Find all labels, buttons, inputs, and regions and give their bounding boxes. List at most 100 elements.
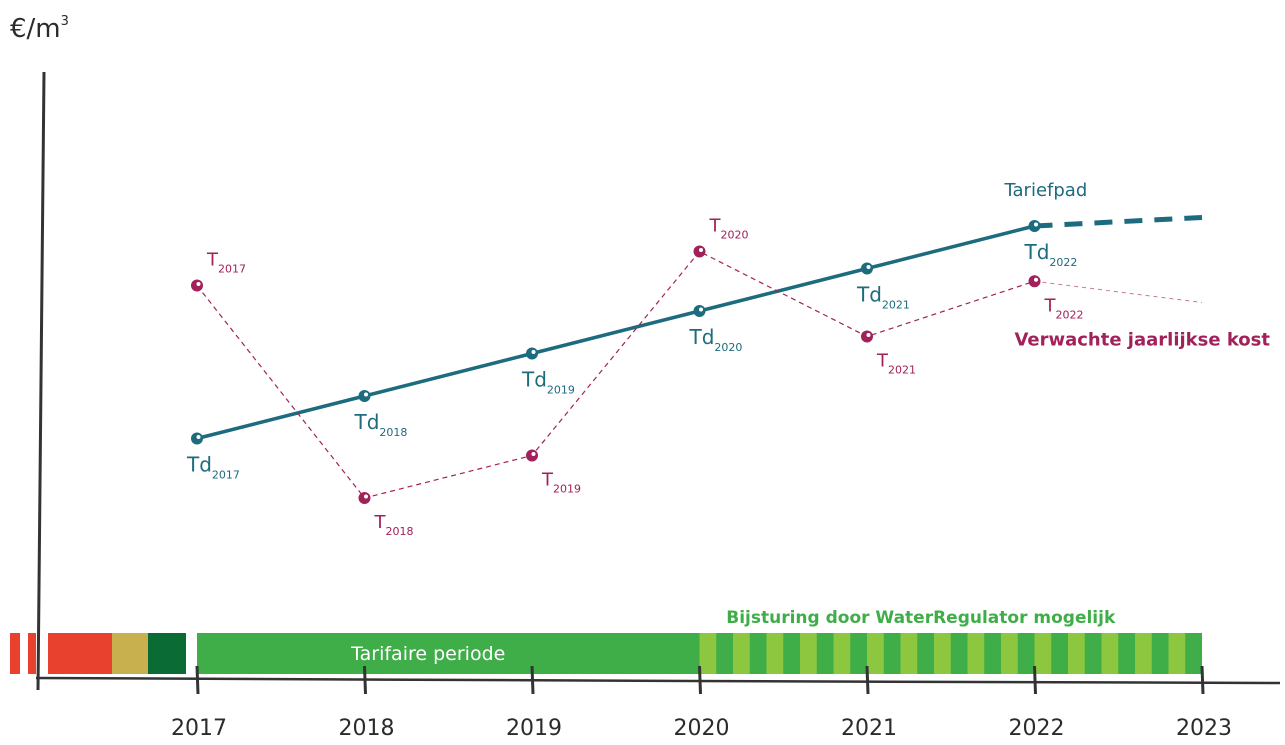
x-tick-label-2019: 2019 <box>506 716 562 741</box>
x-tick-2023 <box>1200 665 1205 695</box>
point-highlight <box>364 494 368 499</box>
label-subscript: 2019 <box>553 483 581 496</box>
bijsturing-stripe <box>867 633 884 674</box>
tariefpad-line <box>196 224 1035 441</box>
x-tick-label-2017: 2017 <box>171 716 227 741</box>
strip-olive-block <box>112 633 148 674</box>
series-verwachte-kost: T2017T2018T2019T2020T2021T2022Verwachte … <box>191 216 1270 538</box>
td-point-2020 <box>693 305 706 317</box>
x-tick-label-2022: 2022 <box>1009 716 1065 741</box>
series-tariefpad: Td2017Td2018Td2019Td2020Td2021Td2022Tari… <box>186 180 1203 482</box>
strip-dark-green-block <box>148 633 186 674</box>
label-main: T <box>709 216 722 237</box>
tarifaire-periode-label: Tarifaire periode <box>350 643 505 665</box>
label-subscript: 2020 <box>721 229 749 242</box>
x-tick-2022 <box>1033 665 1037 695</box>
point-highlight <box>699 307 703 312</box>
point-highlight <box>866 333 871 337</box>
bijsturing-stripe <box>1168 633 1186 674</box>
bijsturing-stripe <box>699 633 717 674</box>
t-point-2022 <box>1028 275 1041 288</box>
label-main: Td <box>856 283 882 307</box>
label-subscript: 2018 <box>386 525 414 538</box>
strip-red-small-2 <box>28 633 36 674</box>
label-main: Td <box>521 368 547 392</box>
t-label-2020: T2020 <box>709 216 749 242</box>
td-point-2021 <box>861 262 873 275</box>
x-tick-label-2023: 2023 <box>1176 716 1232 741</box>
point-highlight <box>866 265 871 269</box>
bijsturing-label: Bijsturing door WaterRegulator mogelijk <box>726 608 1116 628</box>
t-label-2021: T2021 <box>876 351 916 377</box>
x-tick-2019 <box>530 665 535 695</box>
td-label-2018: Td2018 <box>354 410 408 439</box>
td-point-2018 <box>358 390 371 402</box>
label-main: T <box>541 470 554 491</box>
label-subscript: 2021 <box>882 299 910 312</box>
point-highlight <box>699 248 703 252</box>
td-label-2020: Td2020 <box>689 325 743 354</box>
t-point-2021 <box>861 330 873 343</box>
t-point-2019 <box>526 449 538 462</box>
label-main: Td <box>186 453 212 477</box>
bijsturing-stripe <box>1034 633 1052 674</box>
y-axis-label-text: €/m <box>10 14 61 44</box>
y-axis-label: €/m3 <box>10 14 69 44</box>
point-highlight <box>531 452 536 456</box>
y-axis-label-exponent: 3 <box>60 14 69 29</box>
bijsturing-stripe <box>967 633 985 674</box>
x-tick-label-2020: 2020 <box>674 716 730 741</box>
point-highlight <box>531 350 536 354</box>
t-label-2022: T2022 <box>1044 295 1084 321</box>
label-main: Td <box>689 325 715 349</box>
strip-red-small-1 <box>10 633 20 674</box>
bijsturing-stripe <box>1001 633 1018 674</box>
label-subscript: 2020 <box>714 341 742 354</box>
bijsturing-stripe <box>1068 633 1085 674</box>
label-main: Td <box>1024 240 1050 264</box>
label-subscript: 2018 <box>379 426 407 439</box>
label-main: T <box>206 250 219 271</box>
point-highlight <box>196 435 201 439</box>
t-point-2020 <box>693 245 706 258</box>
kost-series-label: Verwachte jaarlijkse kost <box>1014 329 1270 350</box>
t-label-2018: T2018 <box>374 512 414 538</box>
label-subscript: 2019 <box>547 384 575 397</box>
label-subscript: 2021 <box>888 364 916 377</box>
label-main: Td <box>354 410 380 434</box>
t-label-2019: T2019 <box>541 470 581 496</box>
x-tick-label-2021: 2021 <box>841 716 897 741</box>
td-label-2019: Td2019 <box>521 368 575 397</box>
td-point-2019 <box>526 347 538 360</box>
td-label-2021: Td2021 <box>856 283 910 312</box>
label-subscript: 2017 <box>212 469 240 482</box>
point-highlight <box>1034 277 1038 282</box>
td-point-2022 <box>1028 220 1041 232</box>
bijsturing-stripe <box>766 633 784 674</box>
bijsturing-stripe <box>1135 633 1152 674</box>
strip-red-block <box>48 633 112 674</box>
x-axis-line <box>35 676 1281 685</box>
td-label-2022: Td2022 <box>1024 240 1078 269</box>
point-highlight <box>1034 222 1038 227</box>
kost-line <box>196 250 1035 499</box>
y-axis-line <box>36 71 46 691</box>
tarifaire-periode-band <box>197 633 700 674</box>
x-tick-label-2018: 2018 <box>339 716 395 741</box>
bijsturing-stripe <box>900 633 918 674</box>
label-main: T <box>876 351 889 372</box>
x-tick-2020 <box>698 665 702 695</box>
kost-extension <box>1034 280 1203 303</box>
t-point-2017 <box>191 279 203 292</box>
bijsturing-stripe <box>934 633 951 674</box>
bijsturing-stripe <box>733 633 750 674</box>
x-tick-2017 <box>195 665 200 695</box>
point-highlight <box>364 392 368 397</box>
bijsturing-stripe <box>800 633 817 674</box>
label-main: T <box>374 512 387 533</box>
tariefpad-extension <box>1034 215 1203 229</box>
label-subscript: 2017 <box>218 263 246 276</box>
bijsturing-stripe <box>1101 633 1119 674</box>
x-tick-2018 <box>363 665 367 695</box>
